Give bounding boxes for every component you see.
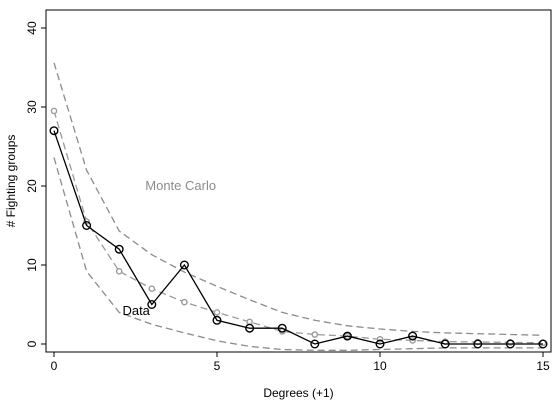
data-point-0 (49, 126, 59, 136)
x-tick-label-2: 10 (373, 359, 387, 373)
data-point-7 (277, 323, 287, 333)
y-axis-label: # Fighting groups (4, 135, 18, 228)
data-point-5 (212, 315, 222, 325)
monte-carlo-point-0 (50, 107, 58, 115)
monte-carlo-point-5 (213, 309, 221, 316)
x-axis-label: Degrees (+1) (263, 386, 333, 400)
y-tick-label-4: 40 (25, 21, 39, 35)
plot-frame (45, 9, 552, 353)
monte-carlo-point-6 (246, 318, 253, 326)
data-point-10 (375, 339, 385, 349)
monte-carlo-point-8 (311, 331, 319, 338)
data-point-2 (114, 244, 124, 254)
data-point-13 (473, 339, 483, 349)
annotation-monte-carlo: Monte Carlo (145, 178, 216, 193)
data-point-15 (538, 339, 548, 349)
data-point-14 (505, 339, 515, 349)
data-point-8 (310, 339, 320, 349)
data-point-11 (408, 331, 418, 341)
plot-area: Monte Carlo Data (49, 62, 548, 351)
x-tick-label-0: 0 (51, 359, 58, 373)
data-point-1 (82, 220, 92, 230)
series-lower-band-line (53, 157, 543, 351)
y-tick-label-3: 30 (25, 100, 39, 114)
y-tick-label-1: 10 (25, 258, 39, 272)
monte-carlo-point-4 (181, 298, 188, 306)
series-upper-band-line (53, 62, 544, 336)
x-tick-label-3: 15 (536, 359, 550, 373)
axes: 0 5 10 15 0 10 20 30 40 (25, 9, 552, 373)
data-point-12 (440, 339, 450, 349)
y-tick-label-0: 0 (25, 340, 39, 347)
monte-carlo-point-2 (115, 268, 123, 275)
series-data-line (53, 130, 543, 345)
series-monte-carlo-line (53, 110, 544, 344)
data-point-4 (179, 260, 189, 270)
data-point-9 (342, 331, 352, 341)
monte-carlo-point-3 (148, 285, 156, 293)
y-tick-label-2: 20 (25, 179, 39, 193)
x-tick-label-1: 5 (214, 359, 221, 373)
data-point-3 (147, 300, 157, 310)
annotation-data: Data (122, 303, 150, 318)
data-point-6 (245, 323, 255, 333)
